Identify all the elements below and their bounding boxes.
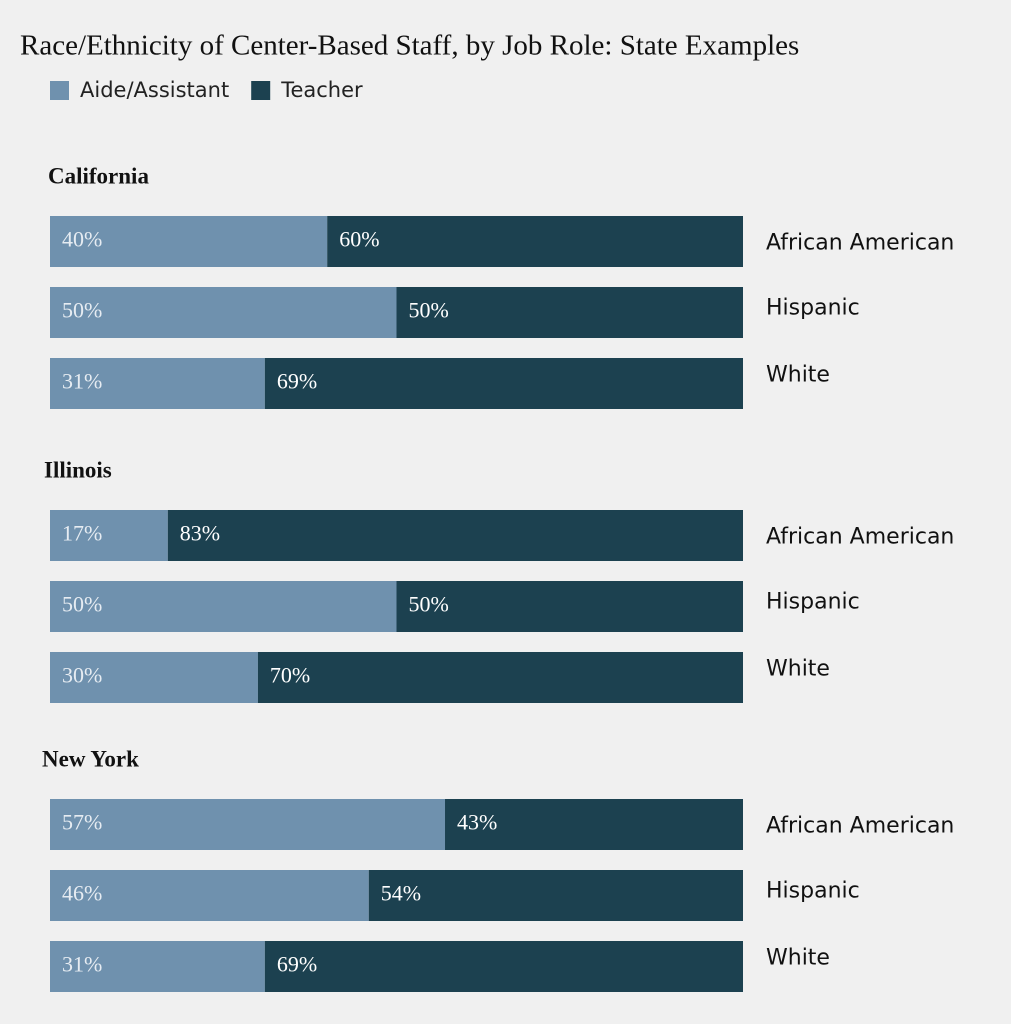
value-label: 60% xyxy=(339,227,379,252)
legend-swatch xyxy=(251,81,271,100)
bar-segment xyxy=(396,287,743,338)
legend-label: Teacher xyxy=(280,78,363,102)
value-label: 31% xyxy=(62,952,102,977)
legend-label: Aide/Assistant xyxy=(80,78,229,102)
value-label: 83% xyxy=(180,521,220,546)
value-label: 30% xyxy=(62,663,102,688)
bar-segment xyxy=(445,799,743,850)
panel-title: Illinois xyxy=(44,457,112,482)
bar-segment xyxy=(396,581,743,632)
value-label: 40% xyxy=(62,227,102,252)
category-label: Hispanic xyxy=(766,879,860,904)
bar-segment xyxy=(50,799,446,850)
bar-segment xyxy=(167,510,743,561)
value-label: 57% xyxy=(62,810,102,835)
bar-segment xyxy=(50,941,265,992)
category-label: Hispanic xyxy=(766,590,860,615)
category-label: White xyxy=(766,657,830,682)
bar-segment xyxy=(264,358,743,409)
panel-title: New York xyxy=(42,746,139,771)
bar-segment xyxy=(264,941,743,992)
value-label: 50% xyxy=(62,592,102,617)
value-label: 17% xyxy=(62,521,102,546)
category-label: African American xyxy=(766,525,954,550)
value-label: 69% xyxy=(277,369,317,394)
category-label: African American xyxy=(766,814,954,839)
chart-title: Race/Ethnicity of Center-Based Staff, by… xyxy=(20,30,799,62)
bar-segment xyxy=(50,358,265,409)
value-label: 43% xyxy=(457,810,497,835)
category-label: White xyxy=(766,946,830,971)
category-label: White xyxy=(766,363,830,388)
bar-segment xyxy=(50,216,328,267)
value-label: 70% xyxy=(270,663,310,688)
category-label: African American xyxy=(766,231,954,256)
panel-title: California xyxy=(48,163,149,188)
legend-swatch xyxy=(50,81,69,100)
bar-segment xyxy=(50,652,258,703)
value-label: 54% xyxy=(381,881,421,906)
category-label: Hispanic xyxy=(766,296,860,321)
bar-segment xyxy=(50,870,369,921)
bar-segment xyxy=(257,652,743,703)
bar-segment xyxy=(50,287,397,338)
value-label: 46% xyxy=(62,881,102,906)
bar-segment xyxy=(50,510,168,561)
value-label: 69% xyxy=(277,952,317,977)
bar-segment xyxy=(50,581,397,632)
value-label: 31% xyxy=(62,369,102,394)
value-label: 50% xyxy=(409,592,449,617)
bar-segment xyxy=(368,870,743,921)
value-label: 50% xyxy=(62,298,102,323)
bar-segment xyxy=(327,216,743,267)
value-label: 50% xyxy=(409,298,449,323)
